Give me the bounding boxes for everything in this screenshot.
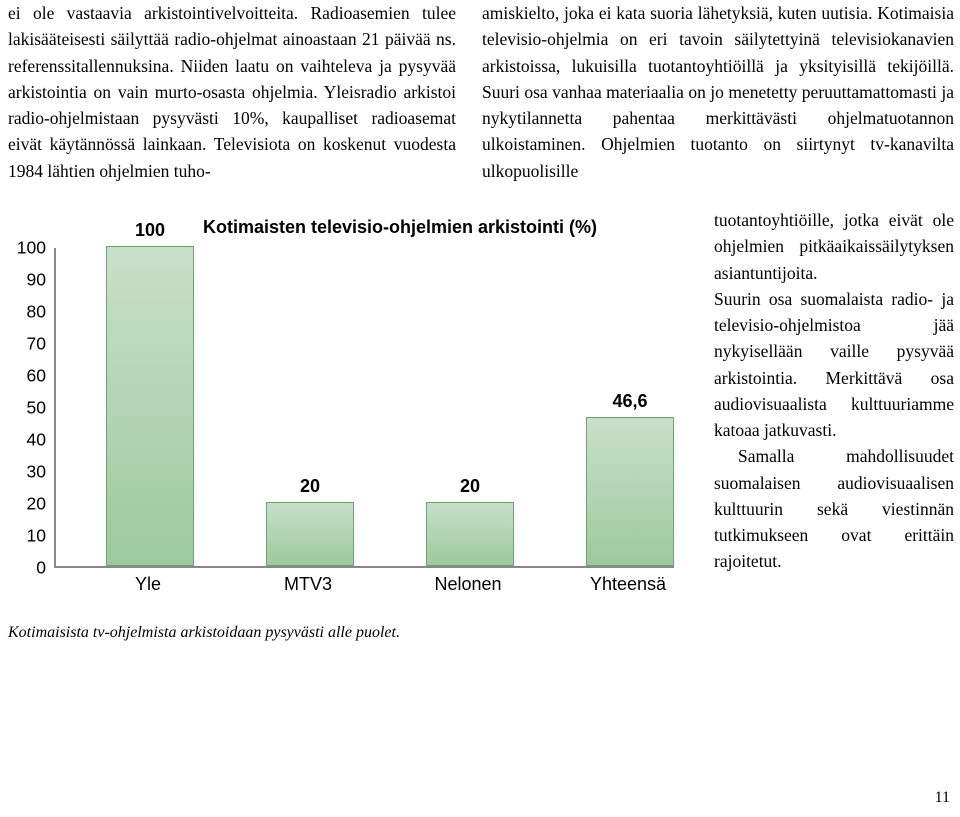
bar-fill <box>586 417 674 566</box>
y-tick: 40 <box>27 430 46 451</box>
y-tick: 20 <box>27 494 46 515</box>
narrow-p1: tuotantoyhtiöille, jotka eivät ole ohjel… <box>714 207 954 286</box>
x-label: MTV3 <box>264 574 352 595</box>
x-label: Yhteensä <box>584 574 672 595</box>
right-narrow-column: tuotantoyhtiöille, jotka eivät ole ohjel… <box>714 207 954 575</box>
y-tick: 0 <box>36 558 46 579</box>
y-tick: 10 <box>27 526 46 547</box>
y-tick: 60 <box>27 366 46 387</box>
y-tick: 80 <box>27 302 46 323</box>
y-axis: 0102030405060708090100 <box>8 248 54 568</box>
left-column-text: ei ole vastaavia arkistointivelvoitteita… <box>8 0 456 184</box>
bar-value-label: 46,6 <box>586 391 674 412</box>
bar-fill <box>266 502 354 566</box>
x-label: Yle <box>104 574 192 595</box>
bar-value-label: 20 <box>426 476 514 497</box>
page-number: 11 <box>935 789 950 807</box>
y-tick: 30 <box>27 462 46 483</box>
bar-chart: 0 10 20 30 40 50 60 70 80 90 100 100 20 20 46,6 Yle MT… <box>8 248 700 618</box>
bar-value-label: 100 <box>106 220 194 241</box>
narrow-p2: Suurin osa suomalaista radio- ja televis… <box>714 286 954 444</box>
bar-fill <box>106 246 194 566</box>
y-tick: 100 <box>17 238 46 259</box>
bar-value-label: 20 <box>266 476 354 497</box>
y-tick: 90 <box>27 270 46 291</box>
y-tick: 70 <box>27 334 46 355</box>
bar-fill <box>426 502 514 566</box>
bar: 20 <box>426 502 514 566</box>
x-label: Nelonen <box>424 574 512 595</box>
bar: 20 <box>266 502 354 566</box>
bar: 100 <box>106 246 194 566</box>
narrow-p3: Samalla mahdollisuudet suomalaisen audio… <box>714 443 954 574</box>
chart-container: Kotimaisten televisio-ohjelmien arkistoi… <box>0 217 700 642</box>
right-column-text: amiskielto, joka ei kata suoria lähetyks… <box>482 0 954 184</box>
plot-area: 100 20 20 46,6 <box>54 248 674 568</box>
y-tick: 50 <box>27 398 46 419</box>
bar: 46,6 <box>586 417 674 566</box>
chart-caption: Kotimaisista tv-ohjelmista arkistoidaan … <box>8 624 700 642</box>
